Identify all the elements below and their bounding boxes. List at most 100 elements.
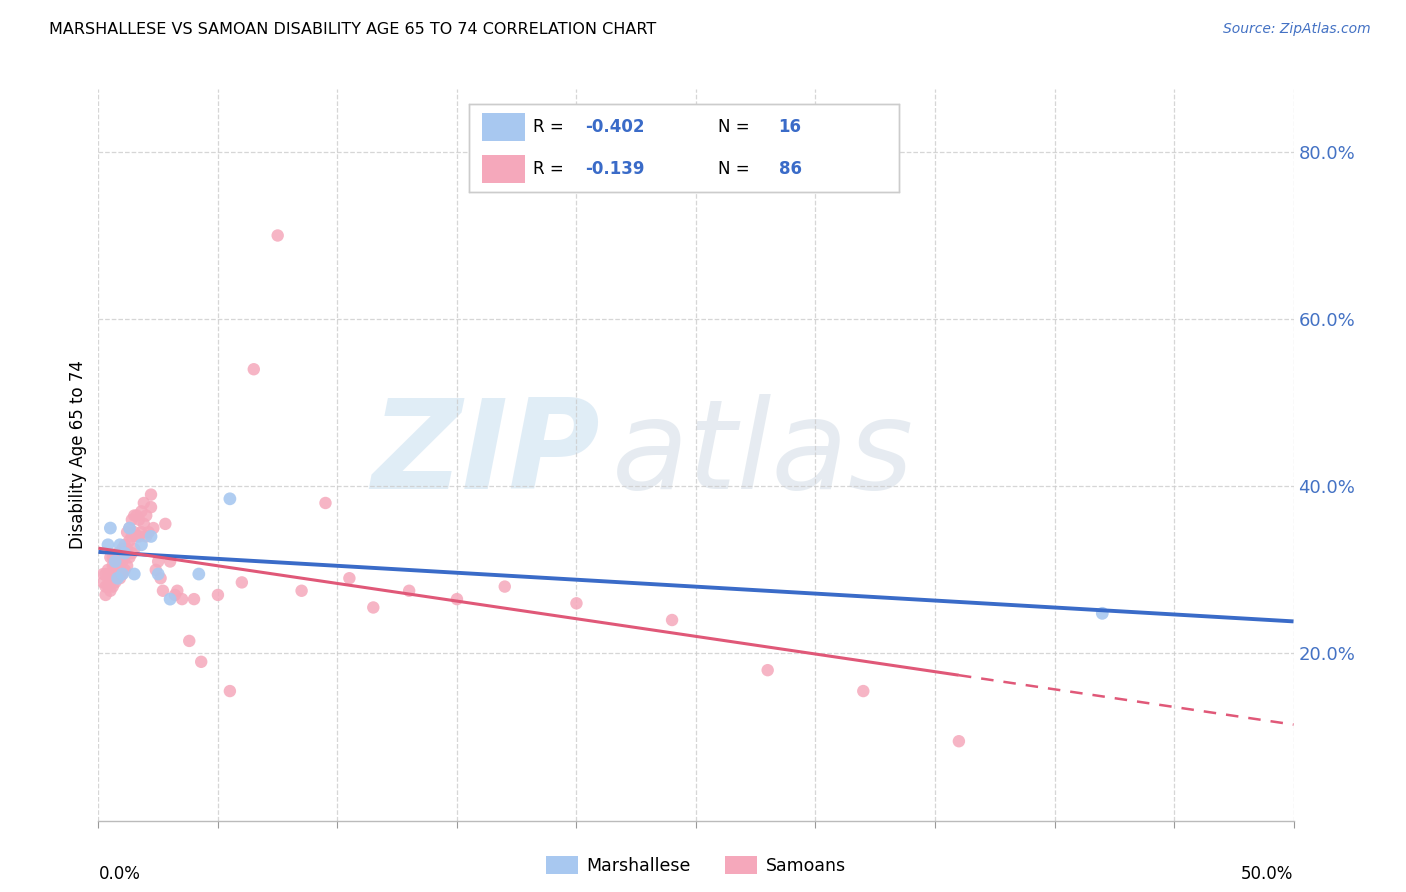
Point xyxy=(111,567,134,582)
Point xyxy=(111,567,134,582)
Point xyxy=(148,554,170,568)
Point xyxy=(101,580,124,594)
Legend: Marshallese, Samoans: Marshallese, Samoans xyxy=(540,849,852,881)
Point xyxy=(108,558,131,573)
Point xyxy=(124,508,146,523)
Text: 50.0%: 50.0% xyxy=(1241,864,1294,882)
Point xyxy=(135,508,157,523)
Point xyxy=(132,516,155,531)
Point xyxy=(98,575,122,590)
Point xyxy=(132,496,155,510)
Point xyxy=(121,513,143,527)
Point xyxy=(267,228,290,243)
Point xyxy=(149,571,172,585)
Point xyxy=(124,541,146,556)
Point xyxy=(101,567,124,582)
Point xyxy=(121,529,143,543)
Point xyxy=(121,546,143,560)
Point xyxy=(91,567,114,582)
Point xyxy=(315,496,337,510)
Point xyxy=(107,554,129,568)
Point xyxy=(104,575,127,590)
Point xyxy=(363,600,385,615)
Point xyxy=(131,525,153,540)
Point xyxy=(104,567,127,582)
Point xyxy=(145,563,167,577)
Point xyxy=(179,634,201,648)
Point xyxy=(398,583,420,598)
Point xyxy=(565,596,588,610)
Point xyxy=(172,592,194,607)
Point xyxy=(104,554,127,568)
Point xyxy=(124,525,146,540)
Point xyxy=(101,558,124,573)
Point xyxy=(125,508,148,523)
Y-axis label: Disability Age 65 to 74: Disability Age 65 to 74 xyxy=(69,360,87,549)
Point xyxy=(183,592,205,607)
Point xyxy=(98,583,122,598)
Point xyxy=(159,592,181,607)
Point xyxy=(118,550,141,565)
Point xyxy=(124,567,146,582)
Point xyxy=(91,575,114,590)
Point xyxy=(97,538,120,552)
Point xyxy=(114,546,136,560)
Point xyxy=(219,684,242,698)
Point xyxy=(231,575,253,590)
Point xyxy=(115,558,138,573)
Point xyxy=(97,580,120,594)
Point xyxy=(107,571,129,585)
Point xyxy=(852,684,875,698)
Point xyxy=(187,567,209,582)
Point xyxy=(337,571,360,585)
Point xyxy=(139,488,162,502)
Point xyxy=(756,663,779,677)
Point xyxy=(135,529,157,543)
Point xyxy=(128,529,150,543)
Point xyxy=(118,521,141,535)
Point xyxy=(219,491,242,506)
Point xyxy=(139,500,162,515)
Point xyxy=(661,613,683,627)
Text: Source: ZipAtlas.com: Source: ZipAtlas.com xyxy=(1223,22,1371,37)
Text: atlas: atlas xyxy=(612,394,914,516)
Point xyxy=(114,538,136,552)
Point xyxy=(98,550,122,565)
Point xyxy=(98,567,122,582)
Point xyxy=(108,538,131,552)
Point xyxy=(131,538,153,552)
Point xyxy=(1091,607,1114,621)
Point xyxy=(152,583,174,598)
Point xyxy=(142,521,165,535)
Point xyxy=(98,521,122,535)
Point xyxy=(138,525,160,540)
Point xyxy=(243,362,266,376)
Point xyxy=(114,563,136,577)
Point xyxy=(94,567,117,582)
Point xyxy=(118,533,141,548)
Point xyxy=(207,588,229,602)
Point xyxy=(97,571,120,585)
Point xyxy=(190,655,212,669)
Point xyxy=(155,516,177,531)
Point xyxy=(125,529,148,543)
Point xyxy=(97,563,120,577)
Point xyxy=(115,541,138,556)
Point xyxy=(104,558,127,573)
Point xyxy=(166,583,188,598)
Point xyxy=(111,541,134,556)
Point xyxy=(159,554,181,568)
Point xyxy=(131,504,153,518)
Point xyxy=(101,550,124,565)
Point xyxy=(118,521,141,535)
Point xyxy=(94,580,117,594)
Point xyxy=(114,550,136,565)
Text: ZIP: ZIP xyxy=(371,394,600,516)
Point xyxy=(111,554,134,568)
Point xyxy=(148,567,170,582)
Point xyxy=(108,571,131,585)
Point xyxy=(107,546,129,560)
Point xyxy=(94,588,117,602)
Point xyxy=(948,734,970,748)
Point xyxy=(104,550,127,565)
